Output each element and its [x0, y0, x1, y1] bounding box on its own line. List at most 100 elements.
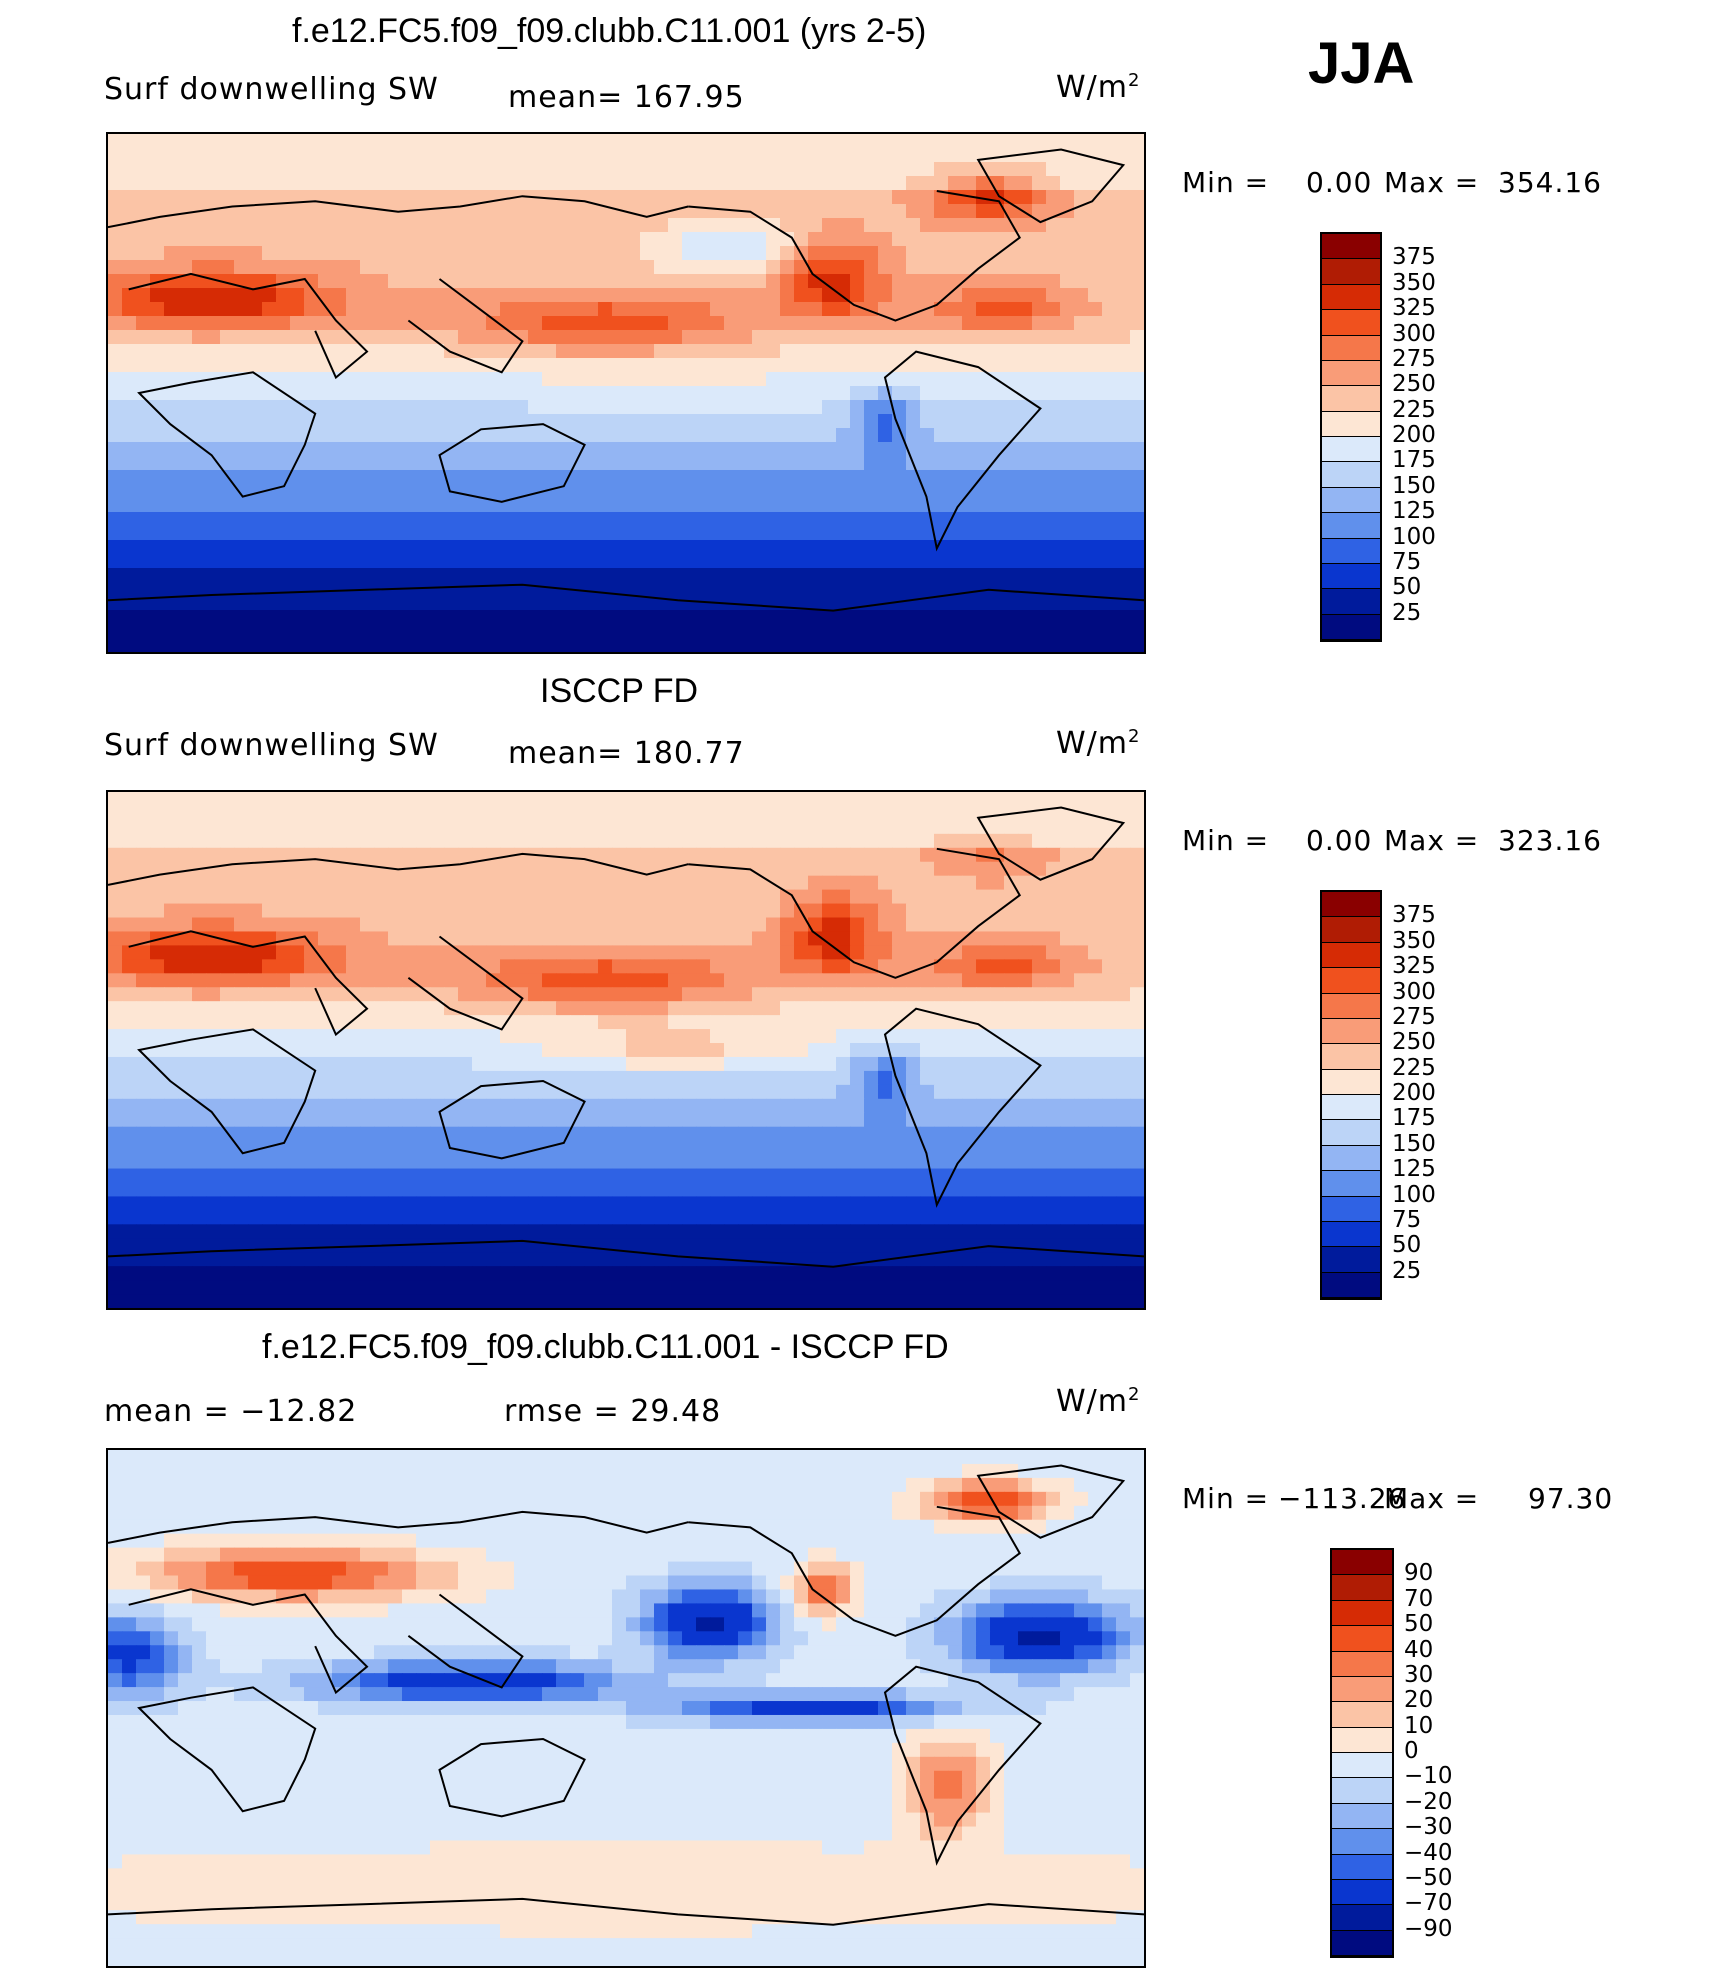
panel-2-map: [106, 790, 1146, 1310]
panel-2-max-value: 323.16: [1498, 824, 1602, 857]
colorbar-tick-label: 200: [1392, 422, 1436, 448]
coastline: [128, 1588, 369, 1695]
colorbar-tick-label: 25: [1392, 599, 1422, 626]
coastline: [108, 852, 689, 886]
colorbar-tick-label: 175: [1392, 1105, 1436, 1132]
colorbar-tick-label: 275: [1392, 1003, 1436, 1030]
colorbar-tick-label: 90: [1404, 1560, 1434, 1587]
colorbar-tick-label: 225: [1392, 396, 1436, 423]
colorbar-block: [1332, 1753, 1392, 1779]
colorbar-block: [1322, 360, 1380, 387]
panel-1-title: f.e12.FC5.f09_f09.clubb.C11.001 (yrs 2-5…: [292, 12, 927, 50]
coastline: [438, 1079, 586, 1160]
coastline: [438, 1737, 586, 1818]
colorbar-tick-label: 125: [1392, 1156, 1436, 1183]
panel-2-mean-label: mean= 180.77: [508, 736, 745, 771]
colorbar-block: [1322, 259, 1380, 285]
coastline: [407, 935, 524, 1031]
panel-3-title: f.e12.FC5.f09_f09.clubb.C11.001 - ISCCP …: [262, 1328, 949, 1366]
colorbar-block: [1332, 1803, 1392, 1830]
colorbar-tick-label: −20: [1404, 1788, 1453, 1815]
coastline: [137, 1686, 317, 1813]
coastline: [407, 1593, 524, 1689]
colorbar-block: [1332, 1575, 1392, 1601]
colorbar-block: [1322, 1044, 1380, 1070]
colorbar-block: [1322, 1272, 1380, 1298]
colorbar-tick-label: 150: [1392, 1130, 1436, 1157]
coastline: [976, 1464, 1126, 1539]
panel-1-max-value: 354.16: [1498, 166, 1602, 199]
colorbar-tick-label: 70: [1404, 1585, 1434, 1612]
colorbar-tick-label: 300: [1392, 320, 1436, 347]
colorbar-tick-label: 125: [1392, 498, 1436, 525]
colorbar-block: [1322, 1095, 1380, 1121]
colorbar-tick-label: 200: [1392, 1080, 1436, 1106]
colorbar-block: [1322, 892, 1380, 918]
colorbar-tick-label: 100: [1392, 1181, 1436, 1208]
colorbar-block: [1322, 1120, 1380, 1146]
colorbar-tick-label: 350: [1392, 269, 1436, 296]
colorbar-block: [1332, 1676, 1392, 1703]
coastline: [108, 1897, 1144, 1926]
coastline: [108, 583, 1144, 612]
panel-1-max-label: Max =: [1384, 166, 1480, 199]
panel-3-colorbar: [1330, 1548, 1394, 1958]
colorbar-tick-label: 50: [1392, 1232, 1422, 1259]
panel-1-colorbar: [1320, 232, 1382, 642]
panel-1-min-label: Min =: [1182, 166, 1270, 199]
colorbar-block: [1322, 968, 1380, 994]
colorbar-block: [1332, 1854, 1392, 1880]
panel-2-colorbar: [1320, 890, 1382, 1300]
panel-3-map: [106, 1448, 1146, 1968]
colorbar-tick-label: −50: [1404, 1864, 1453, 1891]
colorbar-tick-label: 20: [1404, 1687, 1434, 1714]
colorbar-block: [1332, 1550, 1392, 1576]
colorbar-tick-label: 40: [1404, 1636, 1434, 1663]
panel-2-max-label: Max =: [1384, 824, 1480, 857]
panel-1-variable-label: Surf downwelling SW: [104, 72, 439, 107]
colorbar-tick-label: −70: [1404, 1890, 1453, 1917]
map-field: [108, 792, 1144, 1308]
coastline: [137, 1028, 317, 1155]
colorbar-tick-label: 150: [1392, 472, 1436, 499]
coastline: [688, 1505, 1022, 1637]
colorbar-tick-label: 25: [1392, 1257, 1422, 1284]
colorbar-block: [1332, 1727, 1392, 1753]
coastline: [438, 423, 586, 503]
colorbar-block: [1332, 1905, 1392, 1931]
panel-3-mean-label: mean = −12.82: [104, 1394, 358, 1429]
colorbar-tick-label: 10: [1404, 1712, 1434, 1739]
colorbar-block: [1322, 234, 1380, 260]
colorbar-block: [1322, 942, 1380, 969]
colorbar-block: [1332, 1778, 1392, 1804]
colorbar-block: [1332, 1626, 1392, 1652]
colorbar-block: [1322, 1069, 1380, 1095]
colorbar-tick-label: 325: [1392, 953, 1436, 980]
panel-1-map: [106, 132, 1146, 654]
panel-3-min-value: −113.26: [1278, 1482, 1407, 1515]
panel-2-min-label: Min =: [1182, 824, 1270, 857]
colorbar-block: [1322, 437, 1380, 463]
colorbar-block: [1322, 917, 1380, 943]
colorbar-block: [1322, 1018, 1380, 1045]
colorbar-block: [1332, 1829, 1392, 1855]
colorbar-block: [1322, 335, 1380, 361]
coastline: [407, 278, 524, 374]
colorbar-block: [1322, 284, 1380, 311]
colorbar-tick-label: 275: [1392, 345, 1436, 372]
coastline: [128, 272, 369, 380]
panel-1-mean-label: mean= 167.95: [508, 80, 745, 115]
colorbar-block: [1322, 614, 1380, 640]
season-label: JJA: [1308, 31, 1415, 96]
colorbar-block: [1322, 386, 1380, 412]
coastline: [976, 806, 1126, 881]
panel-2-variable-label: Surf downwelling SW: [104, 728, 439, 763]
panel-3-max-label: Max =: [1384, 1482, 1480, 1515]
colorbar-tick-label: 50: [1404, 1611, 1434, 1638]
colorbar-block: [1322, 513, 1380, 539]
colorbar-block: [1322, 1171, 1380, 1197]
colorbar-block: [1332, 1600, 1392, 1627]
colorbar-block: [1332, 1702, 1392, 1728]
coastline: [108, 1510, 689, 1544]
colorbar-tick-label: 375: [1392, 902, 1436, 929]
